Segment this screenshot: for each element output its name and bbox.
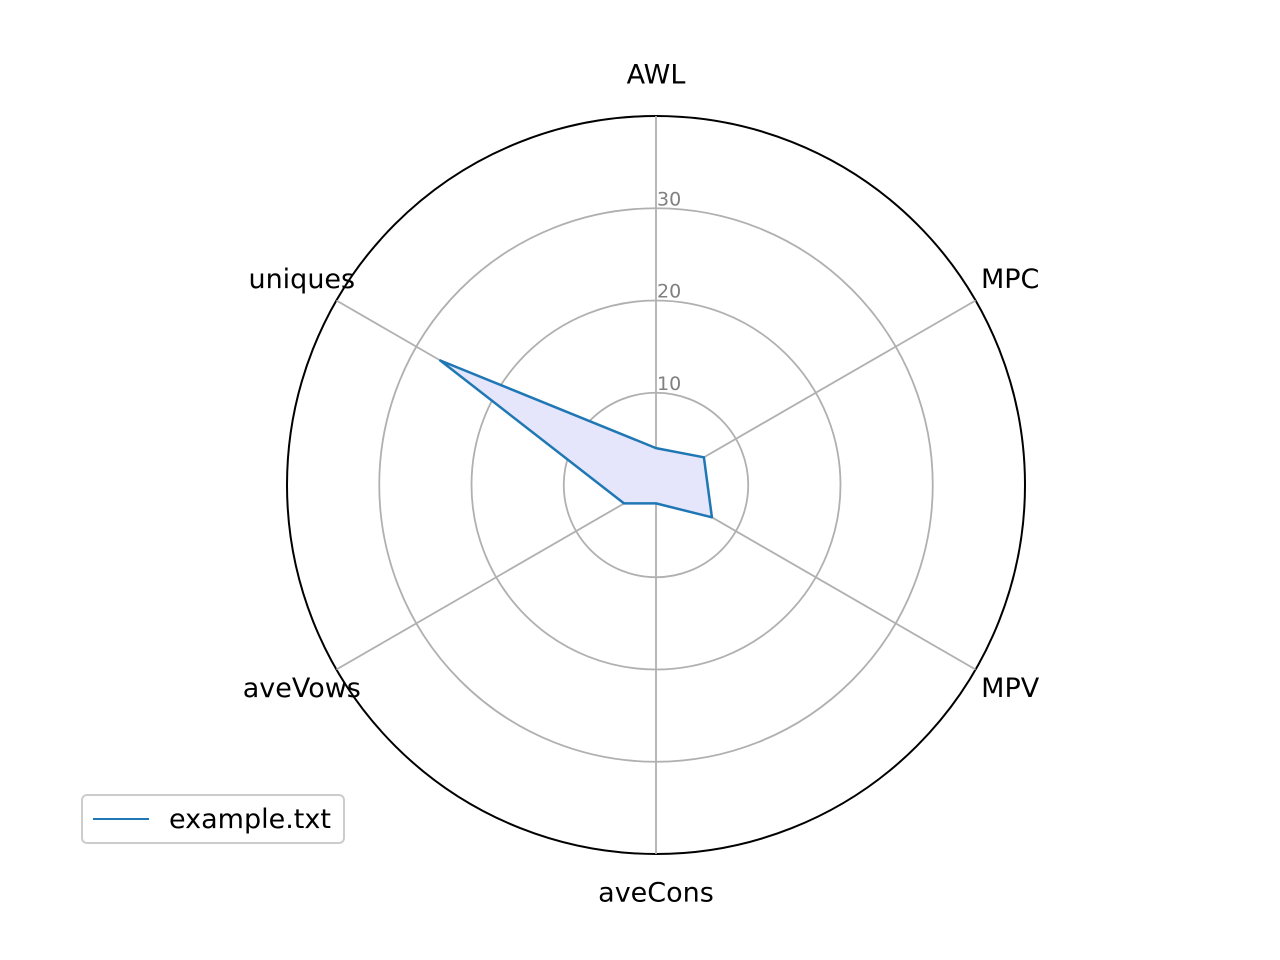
data-point-MPC xyxy=(702,456,706,459)
legend-entry-label: example.txt xyxy=(169,803,331,835)
radar-labels: 10 20 30 AWL MPC MPV aveCons aveVows uniques xyxy=(243,60,1040,909)
data-point-uniques xyxy=(439,359,442,362)
axis-label-AWL: AWL xyxy=(627,60,686,91)
data-point-aveCons xyxy=(654,502,658,505)
radar-grid xyxy=(286,115,1026,855)
legend-line-swatch xyxy=(93,818,149,820)
axis-label-uniques: uniques xyxy=(248,264,355,295)
radial-tick-label: 10 xyxy=(657,373,681,395)
axis-label-MPV: MPV xyxy=(981,673,1040,704)
data-point-MPV xyxy=(710,516,714,519)
data-point-AWL xyxy=(654,446,658,450)
radial-tick-label: 30 xyxy=(657,188,681,210)
axis-label-aveCons: aveCons xyxy=(598,878,714,909)
radial-tick-label: 20 xyxy=(657,281,681,303)
spoke-aveVows xyxy=(335,484,657,671)
axis-label-MPC: MPC xyxy=(981,264,1039,295)
radar-series xyxy=(439,359,714,519)
axis-label-aveVows: aveVows xyxy=(243,673,361,704)
legend: example.txt xyxy=(81,794,345,844)
series-fill xyxy=(440,360,712,518)
spoke-MPC xyxy=(655,299,977,486)
data-point-aveVows xyxy=(622,502,626,505)
